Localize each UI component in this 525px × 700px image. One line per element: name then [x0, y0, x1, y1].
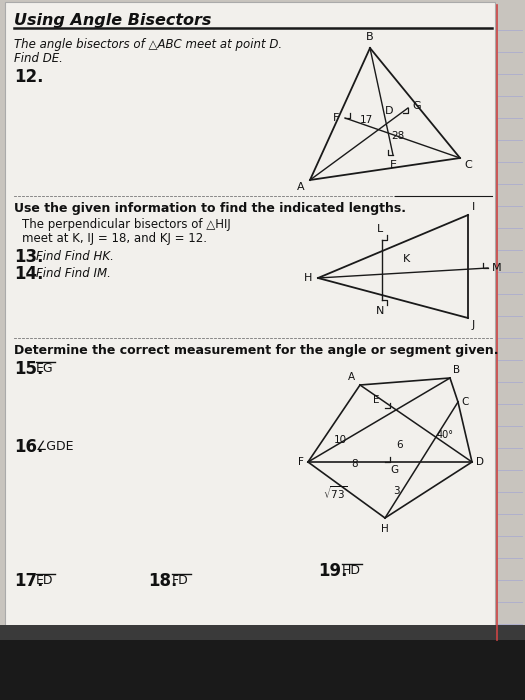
Text: G: G	[412, 101, 421, 111]
Text: J: J	[472, 320, 475, 330]
Text: H: H	[303, 273, 312, 283]
Text: F: F	[298, 457, 304, 467]
Text: C: C	[464, 160, 472, 170]
Text: H: H	[381, 524, 389, 534]
Text: K: K	[403, 254, 410, 264]
Text: L: L	[377, 224, 383, 234]
Text: N: N	[376, 306, 384, 316]
Text: 19.: 19.	[318, 562, 348, 580]
Text: 14.: 14.	[14, 265, 44, 283]
Text: EG: EG	[36, 362, 54, 375]
Text: The angle bisectors of △ABC meet at point D.: The angle bisectors of △ABC meet at poin…	[14, 38, 282, 51]
Text: Find Find HK.: Find Find HK.	[36, 250, 114, 263]
Text: Use the given information to find the indicated lengths.: Use the given information to find the in…	[14, 202, 406, 215]
Text: Find DE.: Find DE.	[14, 52, 63, 65]
Text: D: D	[476, 457, 484, 467]
Text: I: I	[472, 202, 475, 212]
Text: 10: 10	[333, 435, 346, 445]
Text: B: B	[453, 365, 460, 375]
Text: 15.: 15.	[14, 360, 44, 378]
Text: E: E	[373, 395, 380, 405]
Text: Find Find IM.: Find Find IM.	[36, 267, 111, 280]
Text: meet at K, IJ = 18, and KJ = 12.: meet at K, IJ = 18, and KJ = 12.	[22, 232, 207, 245]
Text: M: M	[492, 263, 501, 273]
Text: ED: ED	[36, 574, 54, 587]
Text: Using Angle Bisectors: Using Angle Bisectors	[14, 13, 212, 28]
Text: The perpendicular bisectors of △HIJ: The perpendicular bisectors of △HIJ	[22, 218, 231, 231]
Text: 18.: 18.	[148, 572, 177, 590]
Text: Determine the correct measurement for the angle or segment given.: Determine the correct measurement for th…	[14, 344, 499, 357]
Text: 16.: 16.	[14, 438, 44, 456]
Text: 40°: 40°	[437, 430, 454, 440]
Text: 17.: 17.	[14, 572, 44, 590]
Text: 3: 3	[393, 486, 400, 496]
Bar	[0, 640, 525, 700]
Text: G: G	[390, 465, 398, 475]
Bar	[0, 625, 525, 640]
Text: 6: 6	[397, 440, 403, 450]
Text: 17: 17	[360, 115, 373, 125]
Text: HD: HD	[342, 564, 361, 577]
Text: 28: 28	[391, 131, 404, 141]
Text: 12.: 12.	[14, 68, 44, 86]
Text: A: A	[297, 182, 305, 192]
Text: $\sqrt{73}$: $\sqrt{73}$	[323, 484, 347, 501]
Text: F: F	[333, 113, 339, 123]
Text: D: D	[385, 106, 394, 116]
Text: ∠GDE: ∠GDE	[36, 440, 75, 453]
Text: A: A	[348, 372, 355, 382]
Text: 8: 8	[352, 459, 358, 469]
Text: B: B	[366, 32, 374, 42]
Text: C: C	[461, 397, 468, 407]
Text: E: E	[390, 160, 396, 170]
Text: FD: FD	[172, 574, 189, 587]
Text: 13.: 13.	[14, 248, 44, 266]
